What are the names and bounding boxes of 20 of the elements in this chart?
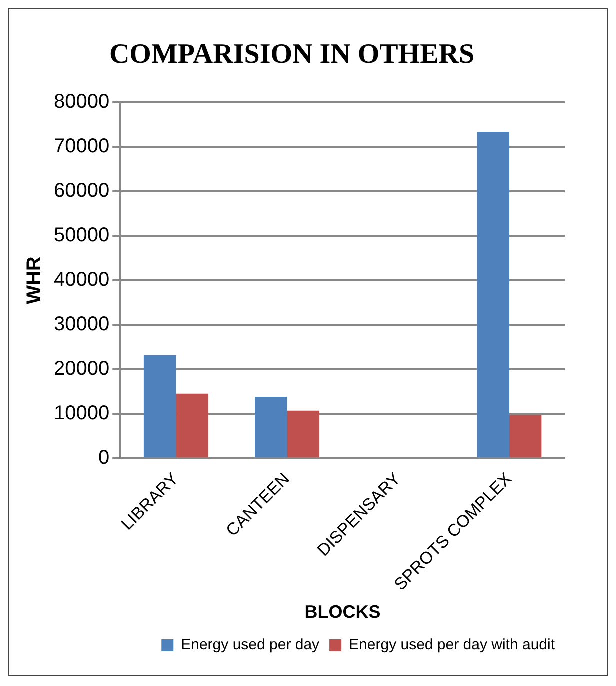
bar: [477, 132, 510, 458]
y-tick-label: 10000: [54, 402, 110, 424]
legend-label: Energy used per day: [181, 636, 320, 654]
y-tick-label: 0: [98, 446, 110, 469]
y-tick-label: 60000: [54, 180, 110, 202]
y-tick-label: 50000: [54, 224, 110, 247]
chart-title: COMPARISION IN OTHERS: [109, 39, 475, 70]
y-tick-label: 40000: [54, 269, 110, 292]
bar: [287, 410, 320, 458]
y-tick-label: 80000: [54, 91, 110, 114]
bar: [509, 415, 542, 458]
bar: [255, 397, 288, 458]
y-axis-title: WHR: [24, 256, 46, 304]
y-tick-label: 20000: [54, 358, 110, 380]
x-axis-title: BLOCKS: [304, 602, 381, 622]
legend-label: Energy used per day with audit: [349, 636, 556, 654]
y-tick-label: 30000: [54, 314, 110, 336]
bar: [176, 394, 208, 458]
y-tick-label: 70000: [54, 136, 110, 158]
bar: [144, 355, 176, 458]
